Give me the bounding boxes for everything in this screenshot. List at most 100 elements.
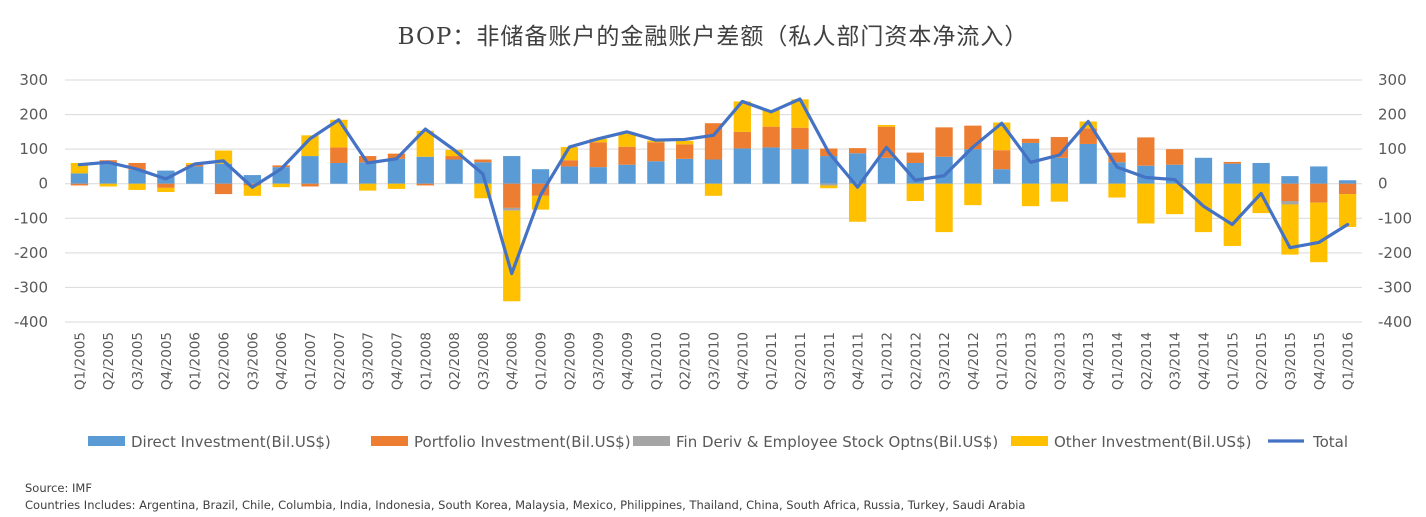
bar-segment [589, 142, 607, 168]
bar-segment [1223, 163, 1241, 184]
legend-swatch [633, 436, 670, 446]
bar-segment [243, 175, 261, 184]
bar-segment [387, 153, 406, 159]
bar-segment [387, 183, 406, 189]
x-tick-label: Q1/2006 [188, 332, 204, 390]
bar-segment [474, 159, 492, 163]
x-tick-label: Q4/2005 [159, 332, 175, 390]
bar-segment [387, 158, 406, 184]
x-tick-label: Q1/2015 [1225, 332, 1241, 390]
x-tick-label: Q2/2009 [562, 332, 578, 390]
bar-segment [618, 132, 636, 147]
bar-segment [1137, 137, 1155, 166]
total-line [77, 97, 1350, 276]
bar-segment [676, 140, 694, 145]
bar-segment [445, 156, 463, 160]
bar-segment [1223, 183, 1241, 246]
bar-segment [618, 164, 636, 184]
bar-segment [272, 183, 290, 188]
bar-segment [762, 126, 780, 148]
x-tick-label: Q4/2013 [1081, 332, 1097, 390]
bar-segment [1338, 180, 1357, 184]
chart-title: BOP：非储备账户的金融账户差额（私人部门资本净流入） [398, 24, 1029, 50]
x-tick-label: Q3/2011 [822, 332, 838, 390]
x-tick-label: Q4/2012 [966, 332, 982, 390]
bar-segment [70, 183, 89, 186]
bar-segment [330, 147, 348, 163]
legend-swatch [371, 436, 408, 446]
bar-segment [733, 148, 751, 184]
x-tick-label: Q3/2006 [245, 332, 261, 390]
y-axis-left: 300 200 100 0 -100 -200 -300 -400 [14, 71, 48, 331]
bar-segment [820, 185, 838, 189]
bar-segment [243, 185, 261, 196]
bar-segment [906, 183, 924, 201]
x-tick-label: Q4/2009 [620, 332, 636, 390]
x-tick-label: Q2/2007 [332, 332, 348, 390]
y-tick-label-right: -200 [1378, 244, 1412, 262]
x-tick-label: Q4/2015 [1312, 332, 1328, 390]
x-tick-label: Q1/2016 [1341, 332, 1357, 390]
y-tick-label-left: 0 [38, 175, 48, 193]
legend-label: Fin Deriv & Employee Stock Optns(Bil.US$… [676, 433, 998, 451]
y-tick-label-right: 200 [1378, 106, 1407, 124]
bar-segment [647, 161, 665, 184]
bar-segment [733, 101, 751, 132]
x-tick-label: Q3/2014 [1168, 332, 1184, 390]
x-tick-label: Q1/2011 [764, 332, 780, 390]
bar-segment [848, 148, 867, 154]
bar-segment [1310, 166, 1328, 184]
bar-segment [1281, 176, 1299, 184]
bar-segment [1050, 137, 1069, 158]
x-tick-label: Q1/2007 [303, 332, 319, 390]
x-tick-label: Q4/2010 [735, 332, 751, 390]
bar-segment [560, 166, 579, 184]
bar-segment [1310, 202, 1328, 263]
bar-segment [301, 156, 319, 184]
bar-segment [1079, 128, 1097, 144]
bar-segment [1050, 183, 1069, 202]
x-tick-label: Q2/2006 [217, 332, 233, 390]
bar-segment [762, 110, 780, 127]
x-tick-label: Q2/2011 [793, 332, 809, 390]
bar-segment [1108, 183, 1126, 198]
y-tick-label-right: 0 [1378, 175, 1388, 193]
x-tick-label: Q4/2014 [1196, 332, 1212, 390]
bar-segment [1281, 183, 1299, 201]
countries-note: Countries Includes: Argentina, Brazil, C… [25, 498, 1025, 512]
x-tick-label: Q1/2010 [649, 332, 665, 390]
bar-segment [1252, 183, 1270, 214]
x-tick-label: Q1/2012 [879, 332, 895, 390]
bar-segment [1338, 194, 1357, 227]
legend-swatch [1011, 436, 1048, 446]
bar-segment [964, 149, 982, 184]
x-tick-label: Q2/2012 [908, 332, 924, 390]
bar-segment [877, 124, 896, 127]
bar-segment [848, 183, 867, 222]
bar-segment [618, 146, 636, 165]
bar-segment [445, 159, 463, 184]
x-tick-label: Q4/2006 [274, 332, 290, 390]
y-axis-right: 300 200 100 0 -100 -200 -300 -400 [1378, 71, 1412, 331]
legend-label: Direct Investment(Bil.US$) [131, 433, 331, 451]
legend-label: Portfolio Investment(Bil.US$) [414, 433, 631, 451]
bar-segment [964, 183, 982, 206]
y-tick-label-left: -200 [14, 244, 48, 262]
bar-segment [935, 183, 953, 233]
bar-segment [301, 183, 319, 187]
bar-segment [128, 162, 146, 170]
x-tick-label: Q3/2005 [130, 332, 146, 390]
x-tick-label: Q1/2008 [418, 332, 434, 390]
bar-segment [503, 210, 521, 302]
x-tick-label: Q3/2010 [707, 332, 723, 390]
bar-segment [416, 156, 434, 184]
y-tick-label-right: -100 [1378, 209, 1412, 227]
bar-segment [877, 157, 896, 184]
bar-segment [762, 147, 780, 184]
bar-segment [416, 183, 434, 186]
x-tick-label: Q4/2008 [505, 332, 521, 390]
x-tick-label: Q4/2011 [851, 332, 867, 390]
x-tick-label: Q2/2013 [1024, 332, 1040, 390]
bar-segment [186, 166, 204, 184]
bar-segment [820, 156, 838, 184]
